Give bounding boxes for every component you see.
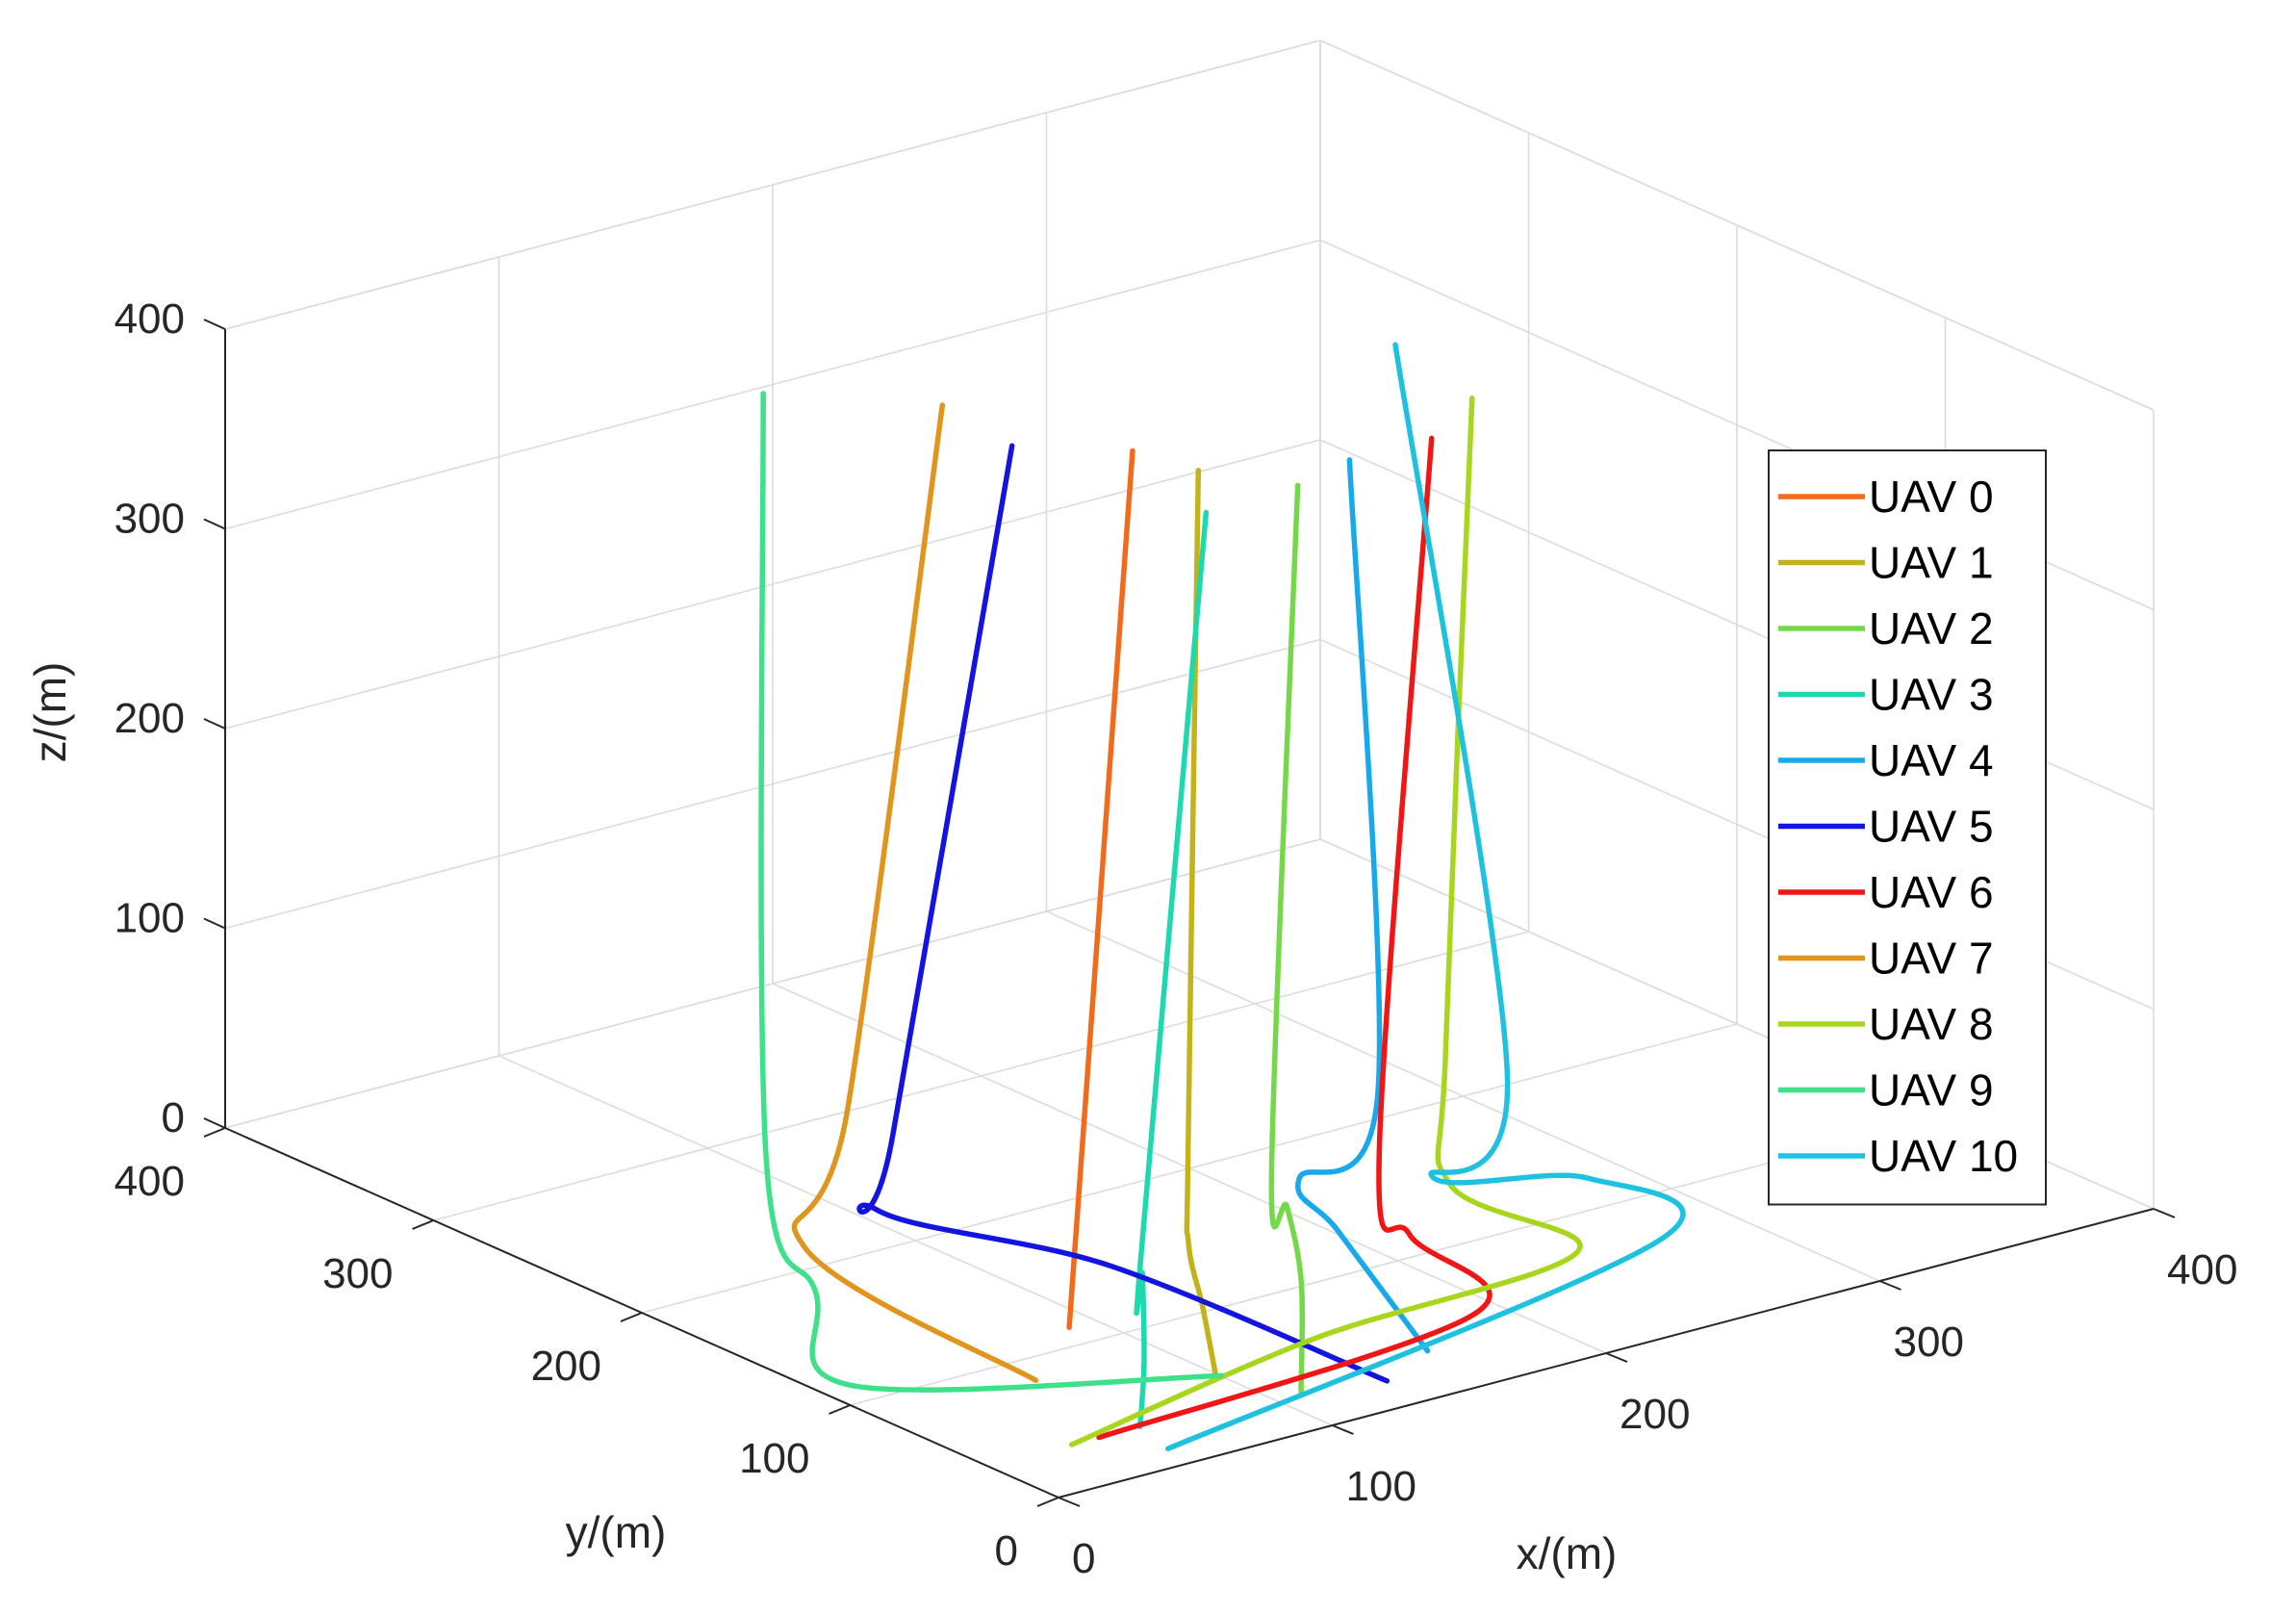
z-tick-mark <box>203 319 226 330</box>
x-tick-mark <box>1605 1352 1628 1363</box>
series-line-uav-10 <box>1165 342 1686 1451</box>
y-tick-mark <box>412 1219 434 1230</box>
legend-label: UAV 2 <box>1869 603 1994 653</box>
x-tick-label: 0 <box>1072 1535 1095 1582</box>
x-tick-label: 300 <box>1894 1319 1964 1366</box>
grid-line <box>224 439 1321 730</box>
legend-label: UAV 5 <box>1869 802 1994 852</box>
series-line-uav-7 <box>791 402 1039 1384</box>
series-line-uav-1 <box>1184 467 1219 1380</box>
x-tick-mark <box>1058 1497 1081 1507</box>
grid-line <box>224 838 1321 1129</box>
grid-line <box>433 931 1529 1221</box>
z-axis-label: z/(m) <box>25 662 75 763</box>
series-lines <box>758 342 1686 1451</box>
z-tick-label: 0 <box>162 1094 185 1141</box>
x-tick-label: 200 <box>1620 1391 1690 1438</box>
series-line-uav-0 <box>1066 448 1135 1330</box>
legend-label: UAV 0 <box>1869 472 1994 522</box>
legend-label: UAV 8 <box>1869 999 1994 1049</box>
z-tick-label: 100 <box>115 895 185 942</box>
series-line-uav-9 <box>758 391 1225 1393</box>
z-tick-mark <box>203 1117 226 1129</box>
z-tick-mark <box>203 718 226 730</box>
z-tick-mark <box>203 518 226 530</box>
legend-label: UAV 7 <box>1869 934 1994 984</box>
y-tick-mark <box>203 1127 226 1138</box>
axes <box>203 319 2176 1507</box>
series-line-uav-3 <box>1134 509 1210 1430</box>
y-tick-mark <box>829 1404 851 1415</box>
z-tick-label: 300 <box>115 496 185 543</box>
y-tick-label: 400 <box>115 1158 185 1205</box>
x-axis-label: x/(m) <box>1517 1528 1618 1578</box>
x-tick-label: 400 <box>2167 1246 2237 1294</box>
series-line-uav-2 <box>1268 482 1306 1395</box>
legend-label: UAV 3 <box>1869 670 1994 720</box>
legend-label: UAV 1 <box>1869 538 1994 588</box>
z-tick-label: 400 <box>115 295 185 343</box>
z-tick-label: 200 <box>115 695 185 742</box>
grid-line <box>224 638 1321 930</box>
y-axis-label: y/(m) <box>566 1507 667 1557</box>
grid-line <box>224 239 1321 530</box>
y-tick-label: 300 <box>322 1250 393 1297</box>
legend: UAV 0 UAV 1 UAV 2 UAV 3 UAV 4 UAV 5 UAV 6 UAV 7… <box>1768 449 2047 1206</box>
z-tick-mark <box>203 917 226 930</box>
y-tick-mark <box>620 1312 643 1322</box>
y-tick-label: 100 <box>739 1435 809 1482</box>
legend-label: UAV 10 <box>1869 1131 2018 1181</box>
grid-line <box>224 39 1321 330</box>
x-tick-label: 100 <box>1346 1463 1416 1510</box>
y-tick-mark <box>1036 1497 1059 1507</box>
grid-line <box>850 1115 1946 1406</box>
series-line-uav-6 <box>1096 435 1492 1441</box>
x-tick-mark <box>1879 1280 1901 1291</box>
series-line-uav-8 <box>1068 395 1583 1447</box>
tick-labels: 0 100 200 300 400 0 100 200 300 400 0 100 200 300 400 <box>115 295 2238 1582</box>
grid-line <box>1319 39 2155 411</box>
x-tick-mark <box>2153 1208 2176 1218</box>
x-tick-mark <box>1332 1424 1354 1435</box>
y-tick-label: 200 <box>531 1343 601 1390</box>
y-tick-label: 0 <box>995 1527 1018 1575</box>
legend-label: UAV 9 <box>1869 1065 1994 1115</box>
legend-label: UAV 4 <box>1869 735 1994 785</box>
series-line-uav-4 <box>1295 457 1431 1354</box>
legend-label: UAV 6 <box>1869 867 1994 917</box>
series-line-uav-5 <box>856 443 1390 1384</box>
